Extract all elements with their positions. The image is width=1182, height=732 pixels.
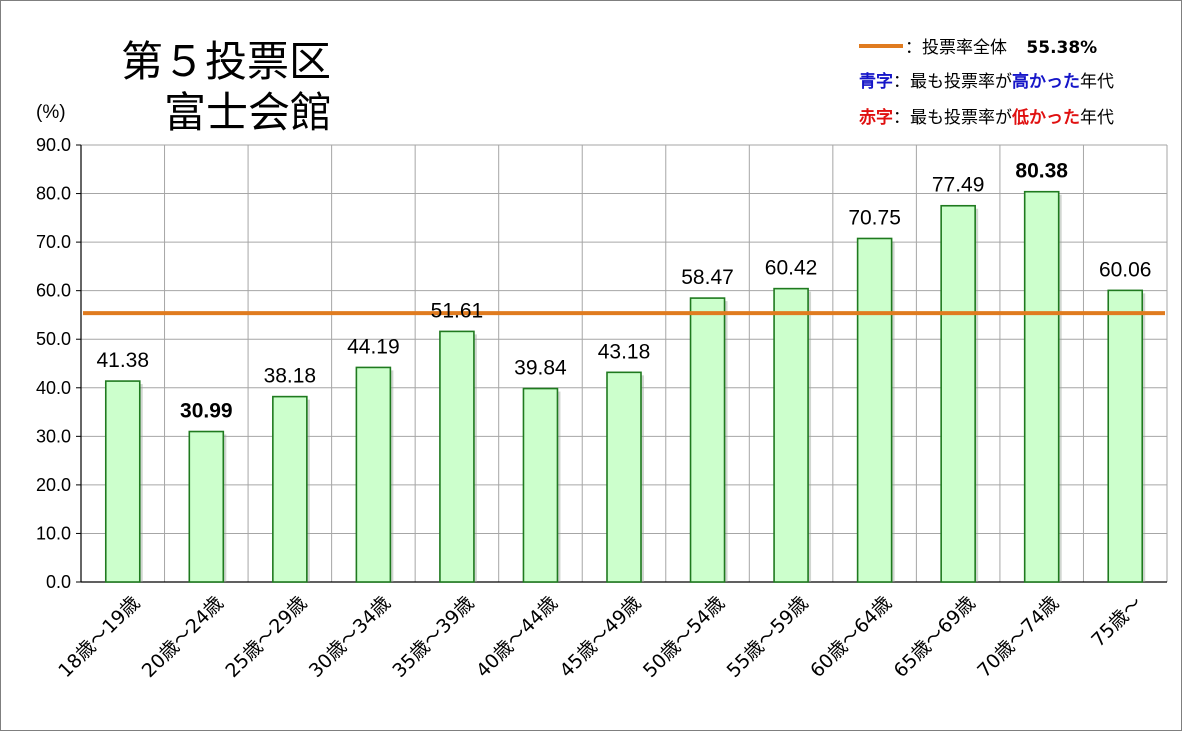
legend-blue-text-b: 年代 xyxy=(1080,72,1114,92)
legend-blue-key: 青字 xyxy=(859,71,893,92)
data-label: 43.18 xyxy=(598,340,651,363)
bar xyxy=(355,366,392,583)
y-tick-label: 30.0 xyxy=(36,426,71,446)
x-tick-label: 35歳～39歳 xyxy=(388,592,478,682)
bar xyxy=(856,237,893,583)
legend-blue-emph: 高かった xyxy=(1012,71,1080,92)
data-labels: 41.38 30.99 38.18 44.19 51.61 39.84 43.18 58.47… xyxy=(96,160,1151,423)
data-label: 58.47 xyxy=(681,266,734,289)
data-label: 51.61 xyxy=(431,299,484,322)
y-tick-label: 50.0 xyxy=(36,329,71,349)
data-label: 80.38 xyxy=(1015,160,1068,183)
data-label: 77.49 xyxy=(932,174,985,197)
x-tick-label: 65歳～69歳 xyxy=(890,592,980,682)
legend-ref-text: ：投票率全体 xyxy=(905,38,1007,58)
chart-title-line2: 富士会館 xyxy=(164,88,332,137)
x-tick-label: 45歳～49歳 xyxy=(555,592,645,682)
bars xyxy=(104,190,1146,583)
bar xyxy=(104,380,141,583)
bar xyxy=(188,430,225,583)
bar xyxy=(1107,289,1144,583)
bar xyxy=(1023,190,1060,583)
x-tick-label: 25歳～29歳 xyxy=(221,592,311,682)
legend-red-entry: 赤字：最も投票率が低かった年代 xyxy=(859,107,1114,128)
y-tick-label: 20.0 xyxy=(36,475,71,495)
x-tick-label: 40歳～44歳 xyxy=(472,592,562,682)
legend-red-emph: 低かった xyxy=(1011,107,1080,128)
bar xyxy=(522,387,559,583)
y-tick-label: 0.0 xyxy=(46,572,71,592)
data-label: 60.42 xyxy=(765,257,818,280)
data-label: 44.19 xyxy=(347,335,400,358)
legend-ref-label: ：投票率全体 55.38% xyxy=(905,38,1097,58)
legend-red-text-a: ：最も投票率が xyxy=(893,108,1012,128)
legend-ref-value: 55.38% xyxy=(1026,38,1097,58)
data-label: 39.84 xyxy=(514,357,567,380)
x-tick-label: 55歳～59歳 xyxy=(723,592,813,682)
data-label: 41.38 xyxy=(96,349,149,372)
legend-blue-text-a: ：最も投票率が xyxy=(893,72,1012,92)
legend: ：投票率全体 55.38% 青字：最も投票率が高かった年代 赤字：最も投票率が低… xyxy=(859,38,1114,128)
chart-title-line1: 第５投票区 xyxy=(121,37,331,86)
y-tick-label: 70.0 xyxy=(36,232,71,252)
legend-blue-entry: 青字：最も投票率が高かった年代 xyxy=(859,71,1114,92)
x-tick-label: 50歳～54歳 xyxy=(639,592,729,682)
y-tick-label: 80.0 xyxy=(36,184,71,204)
y-tick-label: 10.0 xyxy=(36,523,71,543)
x-tick-label: 75歳～ xyxy=(1087,592,1147,652)
y-axis-unit-label: (%) xyxy=(36,102,66,123)
bar xyxy=(606,371,642,583)
legend-red-key: 赤字 xyxy=(859,107,893,128)
bar xyxy=(272,395,308,583)
x-tick-label: 30歳～34歳 xyxy=(305,592,395,682)
x-axis-ticks: 18歳～19歳20歳～24歳25歳～29歳30歳～34歳35歳～39歳40歳～4… xyxy=(54,592,1147,682)
y-tick-label: 40.0 xyxy=(36,378,71,398)
x-tick-label: 18歳～19歳 xyxy=(54,592,144,682)
y-axis-ticks: 0.0 10.0 20.0 30.0 40.0 50.0 60.0 70.0 80.0 90.0 xyxy=(36,135,81,592)
bar xyxy=(689,297,726,583)
data-label: 38.18 xyxy=(264,365,317,388)
y-tick-label: 90.0 xyxy=(36,135,71,155)
bar xyxy=(439,330,475,583)
y-tick-label: 60.0 xyxy=(36,281,71,301)
x-tick-label: 70歳～74歳 xyxy=(973,592,1063,682)
bar xyxy=(773,287,809,583)
bar xyxy=(940,204,976,583)
x-tick-label: 20歳～24歳 xyxy=(138,592,228,682)
data-label: 70.75 xyxy=(848,206,901,229)
x-tick-label: 60歳～64歳 xyxy=(806,592,896,682)
legend-red-text-b: 年代 xyxy=(1080,108,1114,128)
grid-lines xyxy=(80,144,1168,583)
data-label: 30.99 xyxy=(180,400,233,423)
data-label: 60.06 xyxy=(1099,258,1152,281)
